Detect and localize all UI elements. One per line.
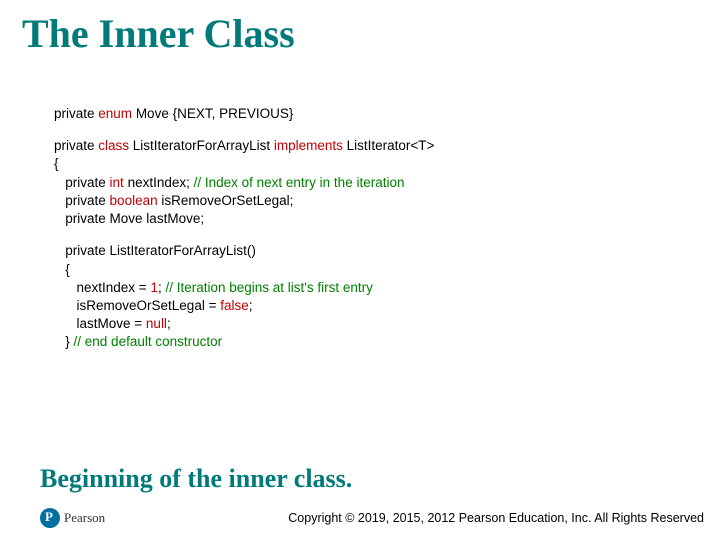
code-keyword: null (146, 316, 167, 331)
code-keyword: enum (98, 106, 136, 121)
slide-title: The Inner Class (0, 0, 720, 57)
code-keyword: int (110, 175, 128, 190)
code-text: private (54, 106, 98, 121)
code-line: isRemoveOrSetLegal = false; (54, 297, 720, 315)
code-text: nextIndex; (128, 175, 194, 190)
code-line: { (54, 261, 720, 279)
code-keyword: boolean (110, 193, 162, 208)
code-line: private Move lastMove; (54, 210, 720, 228)
code-text: } (65, 334, 73, 349)
code-text: ListIteratorForArrayList() (110, 243, 256, 258)
footer: Pearson Copyright © 2019, 2015, 2012 Pea… (0, 508, 720, 528)
copyright-text: Copyright © 2019, 2015, 2012 Pearson Edu… (288, 511, 704, 525)
code-line: lastMove = null; (54, 315, 720, 333)
code-keyword: class (98, 138, 133, 153)
code-comment: // Iteration begins at list's first entr… (165, 280, 372, 295)
code-text: { (65, 262, 70, 277)
code-line: private enum Move {NEXT, PREVIOUS} (54, 105, 720, 123)
code-text: nextIndex = (77, 280, 151, 295)
pearson-logo-text: Pearson (64, 510, 105, 526)
code-line: private ListIteratorForArrayList() (54, 242, 720, 260)
code-text: lastMove = (77, 316, 146, 331)
code-text: private (65, 193, 109, 208)
code-text: private (54, 138, 98, 153)
code-line: private int nextIndex; // Index of next … (54, 174, 720, 192)
code-keyword: implements (274, 138, 347, 153)
code-line: private boolean isRemoveOrSetLegal; (54, 192, 720, 210)
pearson-logo-icon (40, 508, 60, 528)
code-line: } // end default constructor (54, 333, 720, 351)
code-text: private (65, 175, 109, 190)
code-text: ListIteratorForArrayList (133, 138, 274, 153)
code-comment: // Index of next entry in the iteration (194, 175, 405, 190)
code-keyword: false (220, 298, 249, 313)
code-text: { (54, 156, 59, 171)
code-text: Move {NEXT, PREVIOUS} (136, 106, 294, 121)
code-text: private (65, 211, 109, 226)
code-text: isRemoveOrSetLegal; (161, 193, 293, 208)
caption-text: Beginning of the inner class. (40, 464, 352, 494)
code-text: Move lastMove; (110, 211, 205, 226)
code-text: ; (167, 316, 171, 331)
code-line: { (54, 155, 720, 173)
code-text: ; (249, 298, 253, 313)
code-keyword: 1 (150, 280, 158, 295)
code-text: isRemoveOrSetLegal = (77, 298, 221, 313)
code-comment: // end default constructor (74, 334, 223, 349)
code-blank-line (54, 228, 720, 242)
code-text: ListIterator<T> (347, 138, 435, 153)
pearson-logo: Pearson (40, 508, 105, 528)
code-blank-line (54, 123, 720, 137)
code-block: private enum Move {NEXT, PREVIOUS}privat… (0, 57, 720, 352)
code-line: private class ListIteratorForArrayList i… (54, 137, 720, 155)
code-text: private (65, 243, 109, 258)
code-line: nextIndex = 1; // Iteration begins at li… (54, 279, 720, 297)
